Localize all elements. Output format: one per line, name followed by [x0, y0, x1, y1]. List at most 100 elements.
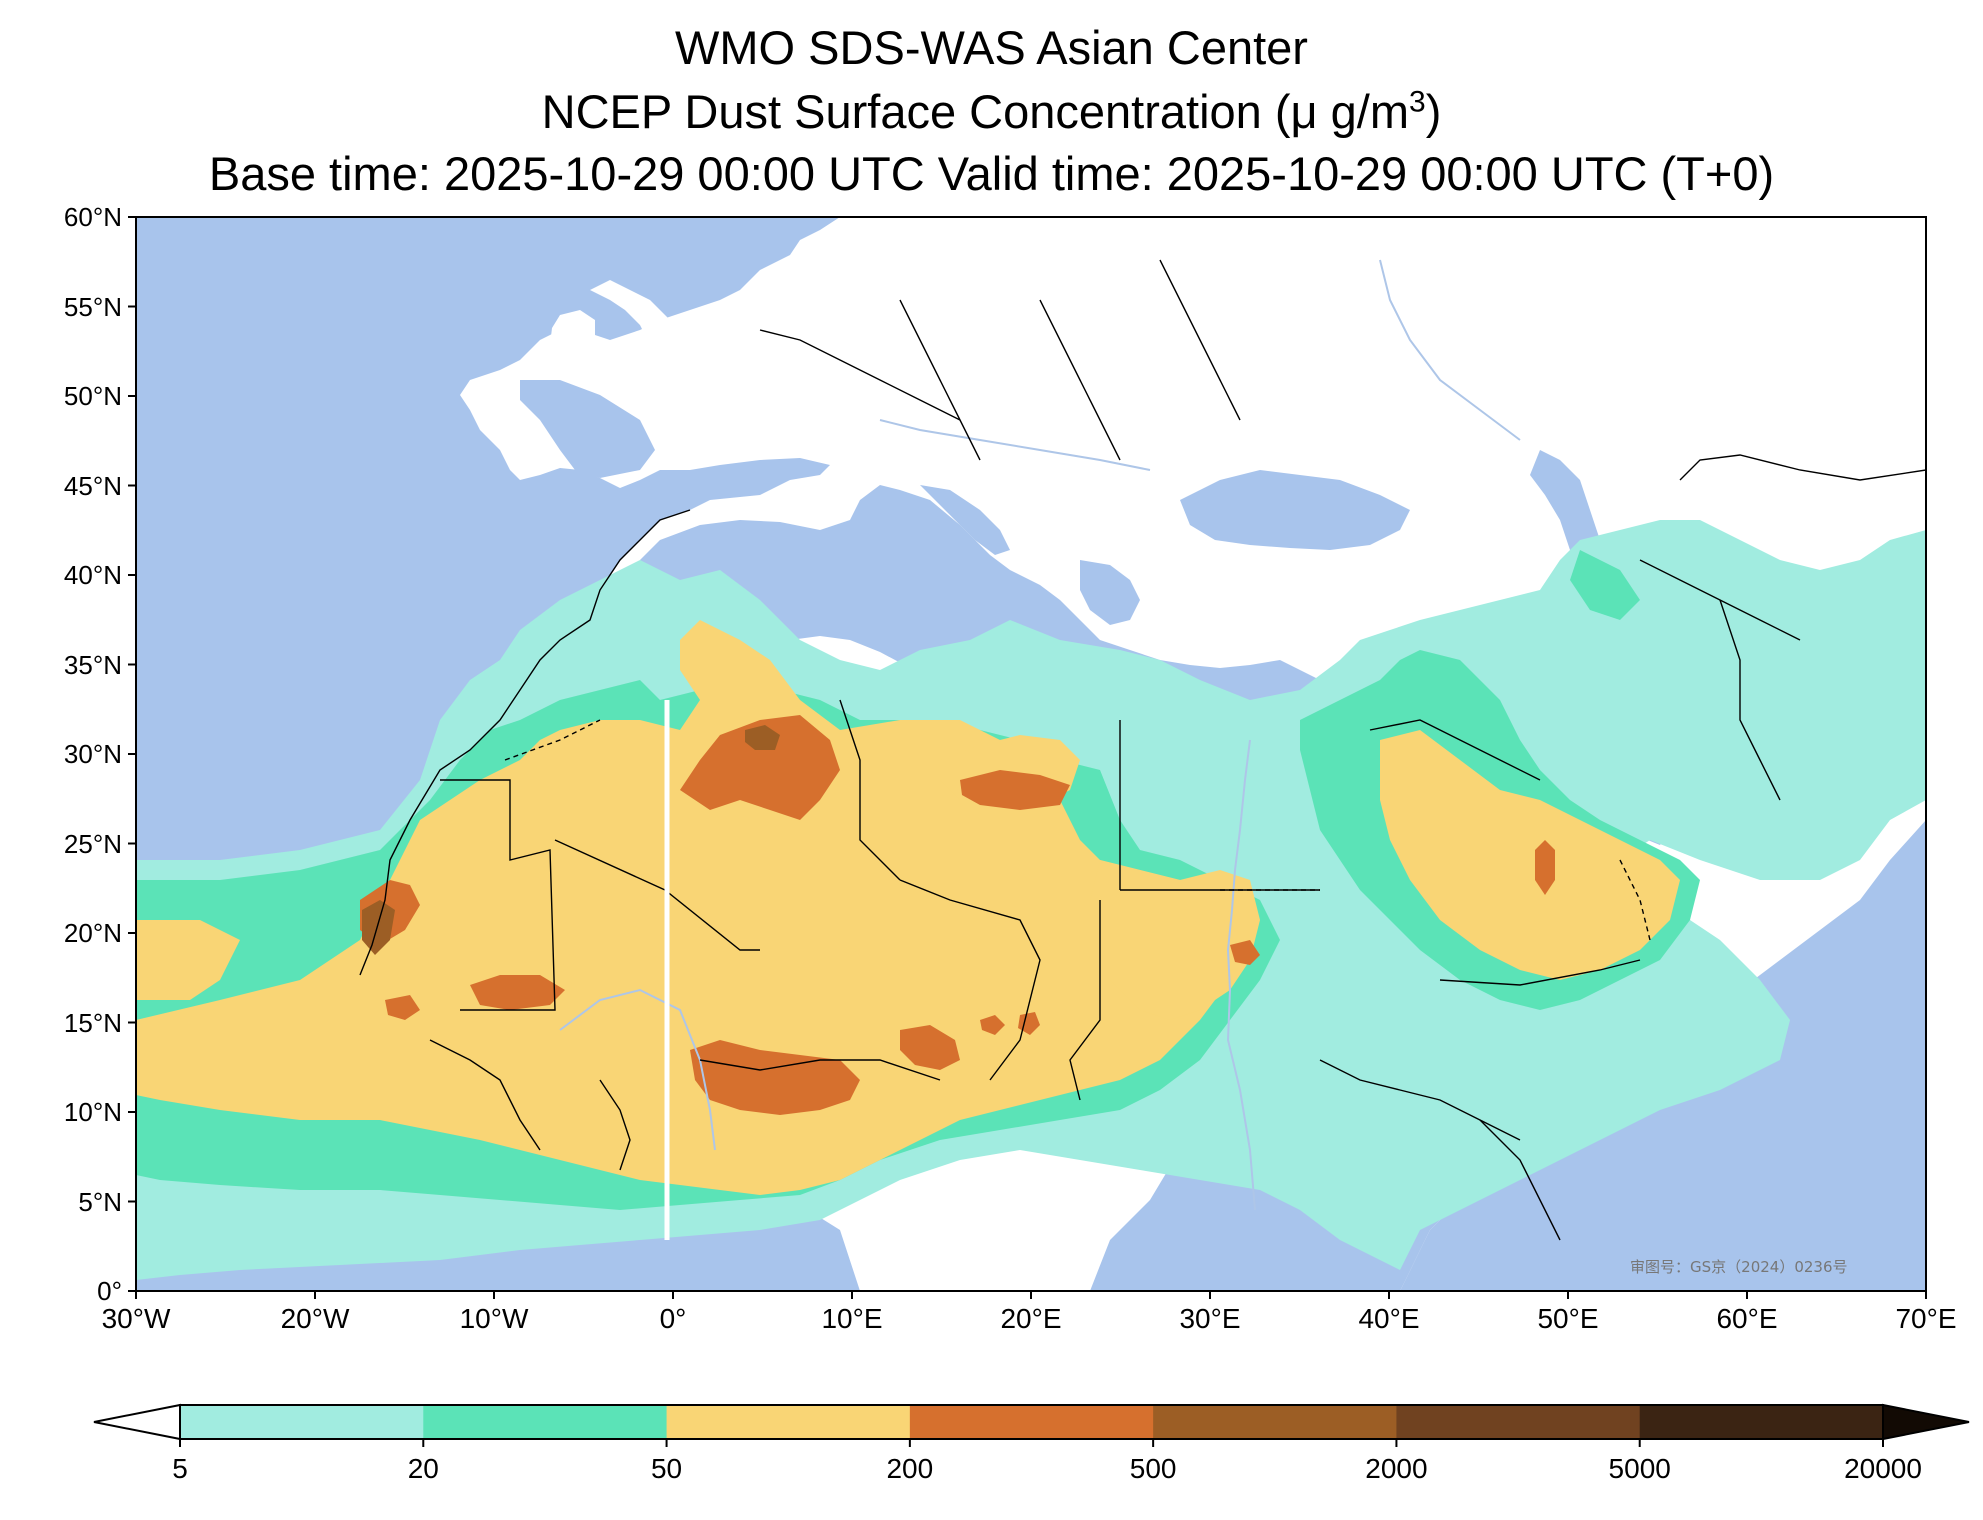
dust-l2-central-asia	[1570, 550, 1640, 620]
colorbar-label: 20000	[1844, 1453, 1922, 1484]
colorbar-segment	[423, 1405, 668, 1439]
lat-label: 30°N	[63, 739, 122, 769]
lat-label: 55°N	[63, 291, 122, 322]
lon-label: 70°E	[1895, 1303, 1957, 1334]
colorbar-label: 5000	[1608, 1453, 1671, 1484]
river-layer	[559, 259, 1521, 1211]
dust-l4-chad-small2	[1018, 1012, 1040, 1035]
land-britain	[590, 280, 700, 385]
border-europe-1	[759, 329, 961, 421]
border-west-africa-2	[599, 1079, 631, 1171]
colorbar-label: 500	[1129, 1453, 1177, 1484]
subtitle-unit-exponent: 3	[1409, 85, 1426, 119]
dust-level-200-500	[360, 715, 1555, 1115]
colorbar-label: 200	[886, 1453, 934, 1484]
dust-l4-mali	[470, 975, 565, 1010]
border-dashed-oman	[1619, 859, 1651, 941]
sea-black	[1180, 470, 1410, 550]
lon-label: 30°E	[1179, 1303, 1241, 1334]
subtitle-suffix: )	[1425, 85, 1442, 138]
lon-label: 10°E	[821, 1303, 883, 1334]
land-scandinavia	[840, 217, 1000, 262]
lon-label: 50°E	[1537, 1303, 1599, 1334]
lat-label: 25°N	[63, 828, 122, 859]
lat-label: 0°	[97, 1276, 122, 1306]
lon-label: 30°W	[101, 1303, 171, 1334]
lon-label: 20°E	[1000, 1303, 1062, 1334]
colorbar-label: 50	[650, 1453, 683, 1484]
lat-label: 20°N	[63, 918, 122, 948]
border-west-africa-1	[429, 1039, 541, 1151]
dust-contours	[136, 520, 1926, 1280]
subtitle-prefix: NCEP Dust Surface Concentration (	[541, 85, 1291, 138]
border-ethiopia	[1319, 1059, 1521, 1141]
border-mauritania-mali	[440, 779, 556, 1011]
colorbar-ticks	[179, 1439, 1884, 1447]
lat-label: 60°N	[63, 202, 122, 232]
border-iran-afghanistan	[1719, 599, 1781, 801]
colorbar-segment	[666, 1405, 911, 1439]
dust-l3-sahara-west	[136, 920, 240, 1000]
dust-l5-algeria	[745, 725, 780, 750]
dust-l4-arabia	[1535, 840, 1555, 895]
border-saudi-iraq	[1369, 719, 1541, 781]
dust-l4-algeria	[680, 715, 840, 820]
colorbar	[93, 1403, 1970, 1447]
colorbar-extend-max	[1882, 1403, 1970, 1441]
lat-label: 40°N	[63, 560, 122, 590]
chart-title: WMO SDS-WAS Asian Center	[675, 21, 1308, 74]
river-nile	[1226, 739, 1256, 1211]
lon-label: 60°E	[1716, 1303, 1778, 1334]
colorbar-segment	[1153, 1405, 1397, 1439]
border-chad-sudan	[1069, 900, 1101, 1101]
lat-label: 15°N	[63, 1007, 122, 1038]
sea-adriatic	[920, 485, 1010, 555]
border-europe-2	[899, 299, 981, 461]
dust-level-500-2000	[362, 725, 780, 955]
colorbar-segments	[180, 1405, 1884, 1439]
dust-l4-chad-small	[980, 1015, 1005, 1035]
river-danube	[879, 419, 1151, 471]
lat-label: 5°N	[78, 1186, 122, 1217]
axis-ticks	[128, 216, 1927, 1299]
dust-l4-libya	[960, 770, 1070, 810]
lat-label: 50°N	[63, 381, 122, 411]
lat-label: 45°N	[63, 470, 122, 501]
dust-l4-sudan	[1230, 940, 1260, 965]
sea-biscay	[520, 380, 655, 478]
border-europe-4	[1159, 259, 1241, 421]
disputed-border-layer	[504, 719, 1651, 941]
chart-subtitle: NCEP Dust Surface Concentration (μ g/m3)	[0, 84, 1983, 140]
colorbar-segment	[1639, 1405, 1884, 1439]
border-niger-nigeria	[699, 1059, 941, 1081]
colorbar-segment	[180, 1405, 424, 1439]
chart-time-info: Base time: 2025-10-29 00:00 UTC Valid ti…	[208, 147, 1775, 200]
sea-aegean	[1080, 560, 1140, 625]
lon-label: 0°	[659, 1303, 687, 1334]
border-saudi-yemen	[1439, 959, 1641, 986]
colorbar-label: 20	[407, 1453, 439, 1484]
dust-l5-mauritania	[362, 900, 395, 955]
colorbar-label: 5	[172, 1453, 188, 1484]
lon-label: 10°W	[459, 1303, 529, 1334]
dust-l4-chad	[900, 1025, 960, 1070]
border-niger-chad	[899, 879, 1041, 1081]
colorbar-label: 2000	[1365, 1453, 1428, 1484]
map-plot-area	[136, 217, 1926, 1291]
dust-l3-arabia	[1380, 730, 1680, 980]
land-ireland	[550, 310, 595, 355]
dust-l4-nigeria	[690, 1040, 860, 1115]
border-turkmenistan	[1639, 559, 1801, 641]
lat-label: 10°N	[63, 1097, 122, 1127]
subtitle-unit: μ g/m	[1290, 85, 1410, 138]
river-volga	[1379, 259, 1521, 441]
colorbar-extend-min	[93, 1403, 181, 1441]
coastline-africa	[359, 509, 691, 976]
border-somalia	[1479, 1119, 1561, 1241]
dust-l4-senegal	[385, 995, 420, 1020]
colorbar-segment	[1396, 1405, 1641, 1439]
border-europe-3	[1039, 299, 1121, 461]
border-layer	[359, 259, 1926, 1241]
river-niger	[559, 988, 716, 1151]
